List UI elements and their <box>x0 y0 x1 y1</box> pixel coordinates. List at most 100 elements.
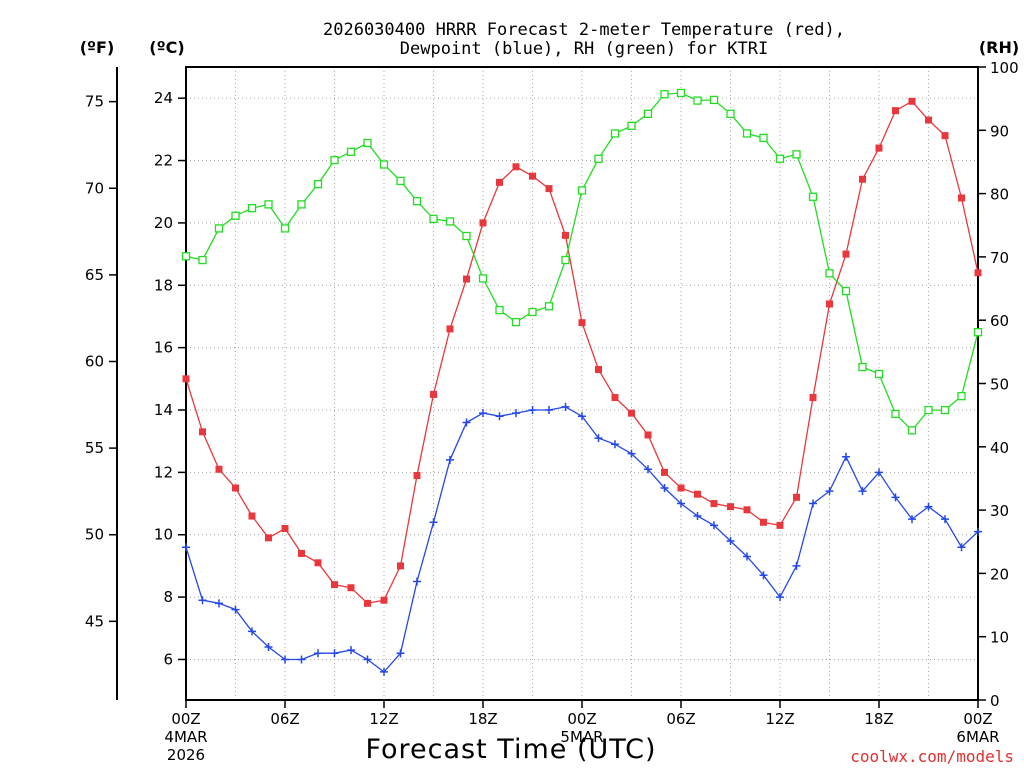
rh-point <box>445 217 455 226</box>
dewpoint-point <box>479 409 487 418</box>
x-axis-title: Forecast Time (UTC) <box>365 734 656 765</box>
dewpoint-point <box>908 515 916 524</box>
credit-text: coolwx.com/models <box>850 747 1014 766</box>
temperature-point <box>958 194 965 202</box>
temperature-point <box>842 250 850 258</box>
x-tick-year-label: 2026 <box>167 746 205 764</box>
rh-point <box>544 302 554 311</box>
fahrenheit-tick-label: 75 <box>85 93 104 111</box>
temperature-point <box>974 269 982 277</box>
dewpoint-point <box>858 487 867 496</box>
temperature-point <box>298 549 305 557</box>
dewpoint-point <box>446 455 454 464</box>
dewpoint-point <box>413 577 421 586</box>
temperature-point <box>941 132 949 140</box>
temperature-point <box>314 559 322 567</box>
temperature-point <box>347 584 355 592</box>
dewpoint-point <box>792 561 801 570</box>
rh-point <box>825 269 834 278</box>
dewpoint-point <box>776 593 784 602</box>
dewpoint-point <box>512 409 520 418</box>
temperature-point <box>479 219 487 227</box>
celsius-tick-label: 14 <box>154 401 173 419</box>
dewpoint-point <box>264 642 273 651</box>
rh-point <box>511 317 521 327</box>
fahrenheit-unit-label: (ºF) <box>80 38 115 57</box>
temperature-point <box>760 518 767 526</box>
dewpoint-point <box>363 655 372 664</box>
temperature-point <box>562 231 569 239</box>
rh-point <box>891 409 900 419</box>
celsius-tick-label: 20 <box>154 214 173 232</box>
rh-point <box>429 214 438 224</box>
grid <box>186 67 978 700</box>
fahrenheit-tick-label: 65 <box>85 266 104 284</box>
rh-point <box>775 154 785 163</box>
rh-tick-label: 80 <box>990 186 1009 204</box>
dewpoint-point <box>594 434 603 443</box>
temperature-point <box>809 394 817 402</box>
rh-point <box>561 255 570 265</box>
chart-title-line-2: Dewpoint (blue), RH (green) for KTRI <box>400 39 768 59</box>
dewpoint-point <box>248 627 256 636</box>
rh-tick-label: 70 <box>990 249 1009 267</box>
temperature-point <box>776 521 784 529</box>
rh-point <box>577 186 587 195</box>
temperature-point <box>677 484 685 492</box>
temperature-point <box>248 512 256 520</box>
celsius-tick-label: 16 <box>154 339 173 357</box>
rh-point <box>610 129 620 138</box>
temperature-point <box>925 116 932 124</box>
dewpoint-point <box>644 465 652 474</box>
dewpoint-point <box>545 406 553 415</box>
x-tick-label: 12Z <box>765 710 794 728</box>
rh-point <box>247 204 257 213</box>
celsius-tick-label: 6 <box>163 650 173 668</box>
dewpoint-point <box>528 406 537 415</box>
x-tick-label: 00Z <box>567 710 596 728</box>
x-tick-label: 00Z <box>963 710 992 728</box>
rh-point <box>924 405 933 415</box>
temperature-point <box>446 325 454 333</box>
rh-point <box>693 96 702 105</box>
temperature-point <box>545 185 553 193</box>
rh-point <box>957 392 966 401</box>
temperature-point <box>908 97 916 105</box>
temperature-point <box>611 394 619 402</box>
x-tick-label: 18Z <box>864 710 893 728</box>
rh-point <box>726 109 735 118</box>
fahrenheit-tick-label: 50 <box>85 526 104 544</box>
rh-tick-label: 30 <box>990 502 1009 520</box>
rh-point <box>858 362 867 372</box>
dewpoint-point <box>396 649 405 658</box>
dewpoint-point <box>957 543 966 552</box>
temperature-point <box>182 375 190 383</box>
temperature-point <box>743 506 751 514</box>
rh-point <box>495 305 504 315</box>
temperature-point <box>397 562 404 570</box>
temperature-point <box>710 500 718 508</box>
fahrenheit-tick-label: 55 <box>85 439 104 457</box>
dewpoint-point <box>627 449 636 458</box>
temperature-point <box>232 484 239 492</box>
dewpoint-point <box>693 512 702 521</box>
dewpoint-point <box>231 605 240 614</box>
dewpoint-point <box>891 493 900 502</box>
temperature-point <box>661 468 668 476</box>
x-tick-date-label: 4MAR <box>164 728 207 746</box>
fahrenheit-tick-label: 70 <box>85 179 104 197</box>
rh-tick-label: 60 <box>990 312 1009 330</box>
dewpoint-point <box>281 655 289 664</box>
rh-tick-label: 20 <box>990 565 1009 583</box>
rh-point <box>313 179 323 189</box>
dewpoint-point <box>825 487 834 496</box>
temperature-point <box>331 581 338 589</box>
dewpoint-point <box>330 649 339 658</box>
fahrenheit-tick-label: 45 <box>85 612 104 630</box>
dewpoint-point <box>198 596 207 605</box>
rh-point <box>330 155 339 165</box>
celsius-tick-label: 8 <box>163 588 173 606</box>
temperature-point <box>727 503 734 511</box>
rh-point <box>940 405 950 415</box>
